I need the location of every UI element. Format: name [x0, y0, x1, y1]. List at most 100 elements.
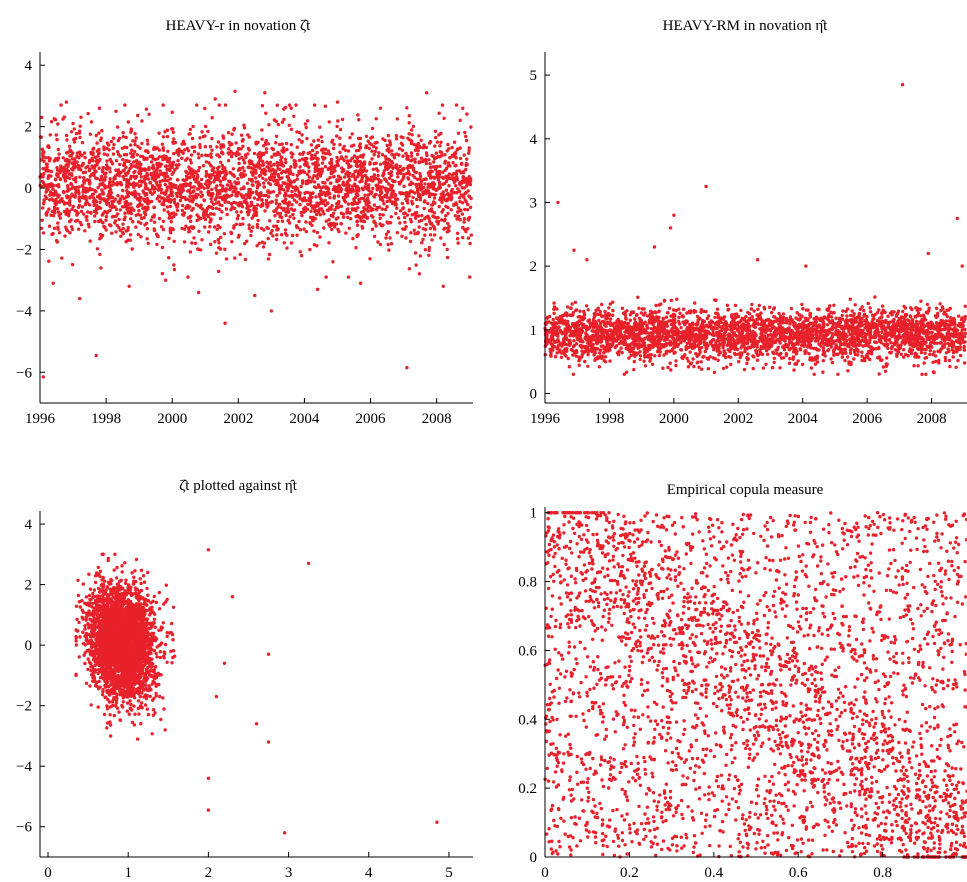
- data-point: [58, 199, 62, 203]
- data-point: [223, 321, 227, 325]
- data-point: [72, 140, 77, 144]
- data-point: [408, 165, 413, 170]
- data-point: [271, 147, 275, 152]
- data-point: [167, 197, 171, 201]
- data-point: [186, 189, 190, 193]
- panel-title: HEAVY-RM in novation η̂t: [663, 18, 828, 34]
- data-point: [61, 117, 65, 121]
- data-point: [284, 213, 288, 218]
- data-point: [285, 246, 289, 250]
- data-point: [132, 164, 137, 168]
- data-point: [760, 318, 764, 322]
- data-point: [281, 181, 285, 185]
- data-point: [143, 212, 147, 216]
- data-point: [97, 106, 102, 110]
- data-point: [433, 193, 437, 197]
- data-point: [417, 161, 421, 165]
- data-point: [339, 222, 343, 226]
- data-point: [126, 225, 130, 230]
- data-point: [317, 185, 322, 189]
- data-point: [203, 225, 207, 229]
- data-point: [108, 170, 112, 174]
- data-point: [271, 234, 275, 238]
- data-point: [350, 132, 354, 136]
- data-point: [168, 200, 173, 204]
- data-point: [424, 191, 428, 196]
- data-point: [378, 222, 382, 226]
- data-point: [196, 193, 200, 197]
- data-point: [586, 308, 590, 312]
- data-point: [741, 322, 745, 326]
- data-point: [881, 365, 886, 369]
- data-point: [256, 218, 260, 223]
- data-point: [73, 136, 78, 141]
- data-point: [411, 124, 416, 129]
- data-point: [254, 213, 258, 217]
- data-point: [156, 164, 160, 169]
- data-point: [298, 152, 302, 156]
- data-point: [330, 163, 334, 168]
- x-tick-label: 1998: [91, 411, 121, 427]
- data-point: [312, 174, 316, 178]
- data-point: [114, 230, 118, 234]
- data-point: [133, 143, 137, 147]
- data-point: [345, 215, 350, 219]
- data-point: [287, 200, 291, 204]
- data-point: [395, 171, 400, 176]
- data-point: [328, 175, 332, 180]
- data-point: [293, 162, 297, 167]
- data-point: [211, 206, 215, 210]
- data-point: [180, 156, 184, 160]
- data-point: [157, 216, 162, 221]
- data-point: [391, 153, 395, 157]
- data-point: [124, 171, 128, 176]
- data-point: [42, 201, 46, 205]
- data-point: [289, 106, 293, 110]
- data-point: [433, 233, 437, 237]
- data-point: [228, 187, 232, 192]
- data-point: [44, 190, 48, 194]
- data-point: [448, 156, 452, 160]
- data-point: [344, 155, 348, 159]
- data-point: [64, 133, 69, 138]
- data-point: [396, 216, 401, 220]
- data-point: [402, 174, 406, 179]
- data-point: [419, 156, 424, 160]
- data-point: [868, 306, 872, 310]
- data-point: [104, 218, 108, 222]
- data-point: [305, 136, 309, 141]
- data-point: [370, 227, 375, 231]
- data-point: [75, 155, 79, 159]
- data-point: [285, 169, 289, 173]
- data-point: [407, 194, 411, 198]
- data-point: [346, 149, 351, 153]
- data-point: [247, 160, 251, 164]
- data-point: [52, 205, 57, 209]
- data-point: [374, 167, 379, 171]
- data-point: [175, 208, 180, 213]
- data-point: [269, 200, 273, 204]
- data-point: [171, 170, 176, 174]
- data-point: [442, 193, 447, 197]
- data-point: [114, 109, 118, 114]
- data-point: [395, 163, 399, 167]
- data-point: [409, 141, 414, 146]
- data-point: [299, 184, 303, 189]
- data-point: [42, 159, 46, 163]
- data-point: [427, 248, 431, 253]
- data-point: [58, 170, 62, 175]
- data-point: [224, 169, 228, 173]
- data-point: [407, 267, 412, 271]
- data-point: [290, 155, 294, 159]
- data-point: [317, 202, 322, 206]
- data-point: [456, 206, 461, 210]
- data-point: [868, 310, 873, 314]
- data-point: [236, 177, 240, 181]
- data-point: [432, 176, 436, 180]
- data-point: [56, 225, 60, 229]
- data-point: [255, 192, 259, 196]
- data-point: [291, 194, 295, 198]
- data-point: [74, 131, 79, 136]
- data-point: [174, 212, 178, 216]
- data-point: [190, 145, 194, 149]
